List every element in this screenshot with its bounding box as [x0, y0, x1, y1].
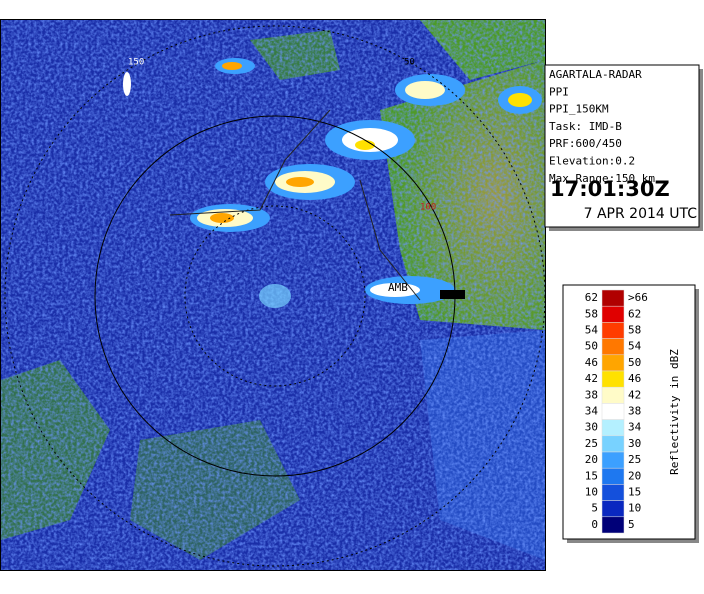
legend-swatch: [601, 500, 625, 518]
legend-low: 42: [585, 372, 598, 385]
date: 7 APR 2014 UTC: [584, 206, 698, 222]
legend-swatch: [601, 435, 625, 453]
legend-swatch: [601, 305, 625, 323]
legend-high: 20: [628, 469, 641, 482]
legend-high: 50: [628, 356, 641, 369]
legend-swatch: [601, 370, 625, 388]
legend-swatch: [601, 451, 625, 469]
panel-line: PPI: [549, 85, 569, 98]
panel-line: PRF:600/450: [549, 137, 622, 150]
legend-low: 38: [585, 388, 598, 401]
legend-low: 25: [585, 437, 598, 450]
legend-low: 5: [591, 502, 598, 515]
legend-low: 54: [585, 324, 599, 337]
legend-title: Reflectivity in dBZ: [668, 349, 681, 475]
legend-swatch: [601, 516, 625, 534]
legend-high: 5: [628, 518, 635, 531]
boundary: [169, 109, 421, 301]
panel-line: PPI_150KM: [549, 103, 609, 116]
range-label: 100: [420, 203, 436, 213]
radar-map: AMB 100 150 50: [1, 20, 545, 570]
panel-box: [544, 64, 700, 228]
info-panel: AGARTALA-RADAR PPI PPI_150KM Task: IMD-B PRF…: [544, 64, 703, 231]
panel-line: Task: IMD-B: [549, 120, 622, 133]
legend-low: 62: [585, 291, 598, 304]
legend-swatch: [601, 484, 625, 501]
legend-low: 30: [585, 421, 598, 434]
legend-high: 42: [628, 388, 641, 401]
legend-low: 58: [585, 307, 598, 320]
legend-swatch: [601, 386, 625, 404]
legend-low: 50: [585, 340, 598, 353]
legend-high: 34: [628, 421, 642, 434]
legend-low: 15: [585, 469, 598, 482]
panel-line: AGARTALA-RADAR: [549, 68, 642, 81]
legend-high: 15: [628, 486, 641, 499]
legend-swatch: [601, 419, 625, 437]
legend-high: 58: [628, 324, 641, 337]
legend-swatch: [601, 322, 625, 339]
panel-line: Max Range:150 km: [549, 172, 655, 185]
legend-swatch: [601, 467, 625, 485]
legend-swatch: [601, 338, 625, 356]
legend-high: 25: [628, 453, 641, 466]
legend-swatch: [601, 403, 625, 420]
echoes: [123, 58, 542, 308]
legend-high: >66: [628, 291, 648, 304]
time: 17:01:30Z: [550, 177, 670, 201]
legend-low: 10: [585, 486, 598, 499]
legend-high: 62: [628, 307, 641, 320]
map-border: [0, 19, 546, 571]
legend-low: 0: [591, 518, 598, 531]
legend-high: 10: [628, 502, 641, 515]
legend-high: 46: [628, 372, 641, 385]
legend-box: [562, 284, 696, 540]
legend-swatch: [601, 354, 625, 372]
legend-high: 30: [628, 437, 641, 450]
panel-line: Elevation:0.2: [549, 155, 635, 168]
legend-low: 34: [585, 405, 599, 418]
legend-high: 54: [628, 340, 642, 353]
range-label: 150: [128, 58, 144, 68]
range-rings: [4, 25, 545, 567]
legend-low: 20: [585, 453, 598, 466]
range-label: 50: [404, 58, 415, 68]
site-label: AMB: [388, 281, 408, 294]
legend-swatch: [601, 289, 625, 307]
legend-high: 38: [628, 405, 641, 418]
legend-low: 46: [585, 356, 598, 369]
